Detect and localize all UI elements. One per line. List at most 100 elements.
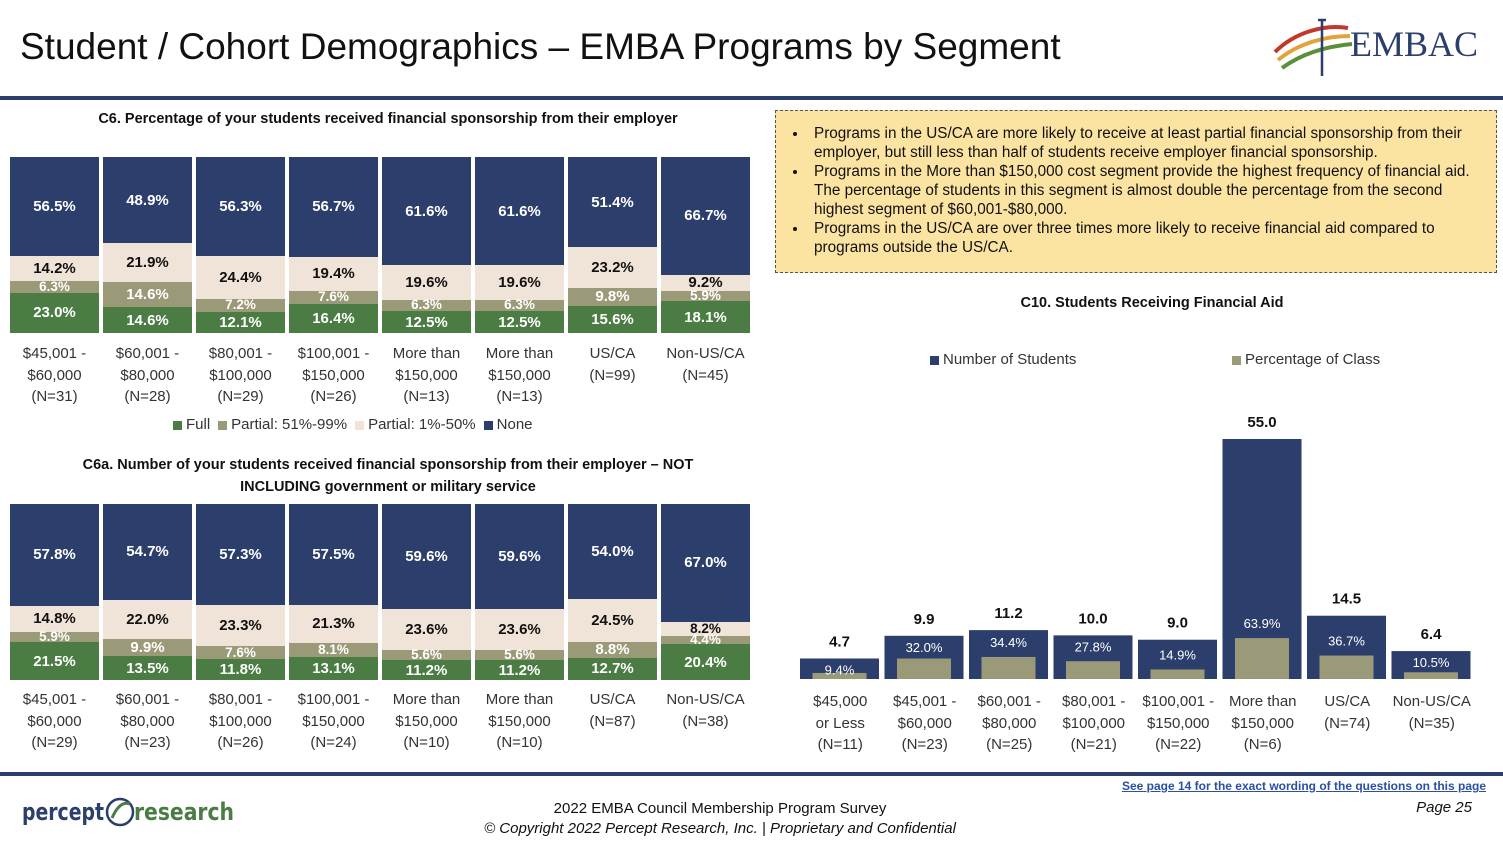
c6a-data-label: 59.6% [405,547,448,565]
c6a-seg-partial-51-99: 7.6% [196,644,285,660]
c6-data-label: 19.6% [405,274,448,292]
c6-data-label: 56.3% [219,198,262,216]
c6a-data-label: 12.7% [591,660,634,678]
c6a-data-label: 57.5% [312,546,355,564]
legend-swatch-percentage [1232,355,1241,365]
c6-data-label: 61.6% [405,202,448,220]
c6-data-label: 12.1% [219,313,262,331]
c6-x-label: $80,001 - $100,000 (N=29) [208,345,273,405]
c6-data-label: 5.9% [690,287,721,303]
c6a-data-label: 67.0% [684,554,727,572]
c6a-x-label: $60,001 - $80,000 (N=23) [115,691,180,751]
legend-item-full: Full [173,416,210,433]
c6-seg-partial-51-99: 7.6% [289,290,378,305]
c6a-seg-partial-1-50: 8.2% [661,622,750,637]
c10-x-label: More than $150,000 (N=6) [1228,693,1297,753]
chart-c10-plot: 4.7 9.4% 9.9 32.0% 11.2 34.4% 10.0 27.8% 9.0 14.9… [800,414,1471,679]
c6a-seg-full: 21.5% [10,642,99,680]
survey-line: 2022 EMBA Council Membership Program Sur… [553,800,887,817]
c6-bar-2: 12.1% 7.2% 24.4% 56.3% [196,157,285,333]
c10-percentage-label: 14.9% [1159,647,1196,662]
c6-seg-partial-51-99: 6.3% [10,279,99,294]
c6a-data-label: 13.1% [312,659,355,677]
c10-percentage-bar [1066,661,1120,679]
c6-x-label: $100,001 - $150,000 (N=26) [297,345,370,405]
c6a-seg-none: 57.5% [289,504,378,606]
chart-c6a-x-labels: $45,001 - $60,000 (N=29) $60,001 - $80,000 (N… [10,689,754,755]
c6a-data-label: 57.8% [33,546,76,564]
c6a-seg-partial-51-99: 8.1% [289,643,378,657]
c6a-data-label: 5.6% [411,647,442,663]
c10-x-label: $45,001 - $60,000 (N=23) [893,693,957,753]
c6a-seg-none: 59.6% [475,504,564,609]
c6a-seg-full: 12.7% [568,657,657,680]
legend-label-partial-51-99: Partial: 51%-99% [231,416,348,433]
c6-bar-6: 15.6% 9.8% 23.2% 51.4% [568,157,657,333]
c6a-seg-full: 13.5% [103,656,192,680]
c6-data-label: 6.3% [39,279,70,294]
c10-x-label: $80,001 - $100,000 (N=21) [1062,693,1126,753]
c6a-data-label: 57.3% [219,545,262,563]
c6-seg-partial-51-99: 5.9% [661,287,750,303]
c10-students-label: 14.5 [1332,591,1361,608]
c6a-data-label: 8.8% [595,641,630,659]
c6a-data-label: 7.6% [225,644,256,660]
c6a-bar-0: 21.5% 5.9% 14.8% 57.8% [10,504,99,680]
legend-swatch-full [173,420,182,430]
c6a-seg-partial-1-50: 23.6% [475,608,564,651]
c6-data-label: 18.1% [684,308,727,326]
header-rule [0,96,1503,100]
c6-seg-none: 56.5% [10,157,99,257]
c10-x-label: $60,001 - $80,000 (N=25) [977,693,1041,753]
c10-percentage-bar [1150,669,1205,679]
c6a-seg-none: 59.6% [382,504,471,609]
c6a-data-label: 20.4% [684,653,727,671]
c6a-x-label: Non-US/CA (N=38) [666,691,745,730]
legend-swatch-partial-1-50 [355,420,365,430]
c6a-data-label: 13.5% [126,659,169,677]
c6-data-label: 66.7% [684,207,727,225]
c6-data-label: 7.2% [225,297,256,313]
footer-rule [0,772,1503,776]
legend-label-partial-1-50: Partial: 1%-50% [368,416,476,433]
legend-label-students: Number of Students [943,351,1077,368]
c6a-x-label: More than $150,000 (N=10) [485,691,554,751]
copyright-line: © Copyright 2022 Percept Research, Inc. … [484,820,956,837]
percept-logo-left-text: percept [22,798,104,826]
c6-data-label: 14.6% [126,311,169,329]
c6-data-label: 6.3% [504,297,535,313]
c6a-seg-full: 11.2% [382,660,471,680]
c10-percentage-label: 63.9% [1244,616,1281,631]
c10-x-label: Non-US/CA (N=35) [1392,693,1471,732]
c6a-seg-partial-1-50: 21.3% [289,605,378,643]
c10-x-label: $100,001 - $150,000 (N=22) [1142,693,1215,753]
c10-percentage-bar [897,658,951,679]
c6-seg-full: 12.5% [475,311,564,333]
chart-c10-x-labels: $45,000 or Less (N=11) $45,001 - $60,000 (N=2… [795,691,1485,757]
insight-item: Programs in the US/CA are over three tim… [808,219,1484,257]
c6-seg-full: 18.1% [661,301,750,333]
chart-c10-legend-students: Number of Students [930,351,1076,368]
c6-data-label: 9.2% [688,274,723,292]
footer-text: 2022 EMBA Council Membership Program Sur… [450,799,990,839]
embac-logo-text: EMBAC [1350,24,1478,64]
c6-data-label: 9.8% [595,288,630,306]
c6-seg-partial-1-50: 21.9% [103,243,192,282]
percept-logo-right-text: research [134,798,234,826]
c6-seg-none: 61.6% [382,157,471,266]
c6-seg-partial-51-99: 7.2% [196,297,285,313]
c6-seg-full: 15.6% [568,305,657,333]
c6a-seg-partial-1-50: 24.5% [568,599,657,643]
c10-students-label: 9.9 [914,611,935,628]
c6-data-label: 19.4% [312,265,355,283]
c6-data-label: 12.5% [405,313,448,331]
c6-seg-none: 66.7% [661,157,750,275]
c10-percentage-label: 27.8% [1075,639,1112,654]
c6a-data-label: 23.3% [219,616,262,634]
c6a-seg-none: 54.7% [103,503,192,601]
question-wording-link[interactable]: See page 14 for the exact wording of the… [1121,779,1486,793]
c6a-bar-1: 13.5% 9.9% 22.0% 54.7% [103,503,192,680]
c6-data-label: 48.9% [126,191,169,209]
c6-data-label: 24.4% [219,269,262,287]
c10-percentage-label: 32.0% [906,640,943,655]
